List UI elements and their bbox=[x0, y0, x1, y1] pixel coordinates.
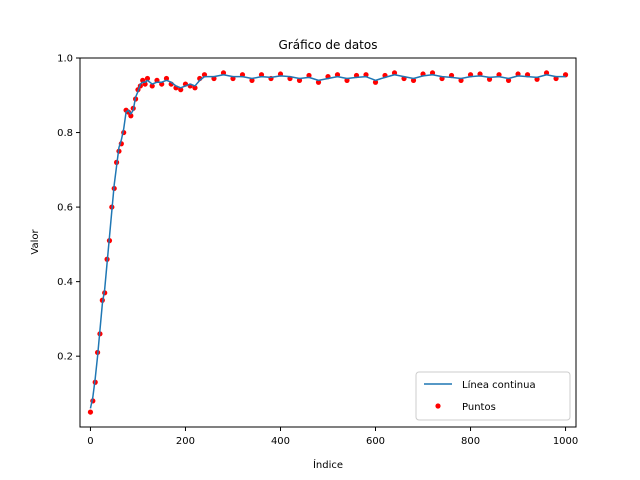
y-axis-title: Valor bbox=[30, 229, 41, 255]
scatter-series bbox=[87, 70, 569, 415]
data-point bbox=[505, 77, 512, 83]
data-point bbox=[315, 79, 322, 85]
data-point bbox=[128, 113, 134, 119]
data-point bbox=[372, 79, 379, 85]
line-series bbox=[89, 74, 566, 409]
plot-frame bbox=[79, 57, 577, 428]
x-tick-label: 200 bbox=[176, 436, 195, 447]
x-axis-title: Índice bbox=[313, 458, 343, 471]
y-axis: 0.2 0.4 0.6 0.8 1.0 bbox=[57, 54, 80, 363]
data-point bbox=[163, 75, 170, 82]
series-line-path bbox=[89, 74, 566, 409]
data-point bbox=[391, 70, 398, 76]
data-point bbox=[192, 85, 198, 91]
data-point bbox=[178, 87, 184, 93]
x-axis: 0 200 400 600 800 1000 bbox=[87, 427, 578, 447]
x-tick-label: 400 bbox=[271, 436, 290, 447]
x-tick-label: 600 bbox=[366, 436, 385, 447]
y-tick-label: 0.4 bbox=[57, 277, 73, 288]
plot-area bbox=[87, 70, 569, 415]
data-point bbox=[334, 72, 341, 78]
data-point bbox=[220, 70, 227, 76]
y-tick-label: 1.0 bbox=[57, 54, 73, 65]
y-tick-label: 0.6 bbox=[57, 203, 73, 214]
data-point bbox=[410, 77, 417, 83]
x-tick-label: 1000 bbox=[553, 436, 578, 447]
data-point bbox=[87, 409, 94, 415]
data-point bbox=[149, 83, 155, 89]
y-tick-label: 0.8 bbox=[57, 128, 73, 139]
legend-label-line: Línea continua bbox=[462, 379, 536, 391]
chart-title: Gráfico de datos bbox=[279, 38, 378, 52]
data-point bbox=[144, 75, 151, 82]
y-tick-label: 0.2 bbox=[57, 352, 73, 363]
data-point bbox=[249, 77, 255, 83]
legend-box bbox=[415, 371, 571, 421]
legend: Línea continua Puntos bbox=[415, 371, 571, 421]
legend-point-swatch bbox=[435, 403, 441, 409]
x-tick-label: 0 bbox=[87, 436, 93, 447]
legend-label-points: Puntos bbox=[462, 402, 496, 413]
data-point bbox=[543, 70, 550, 76]
x-tick-label: 800 bbox=[461, 436, 480, 447]
